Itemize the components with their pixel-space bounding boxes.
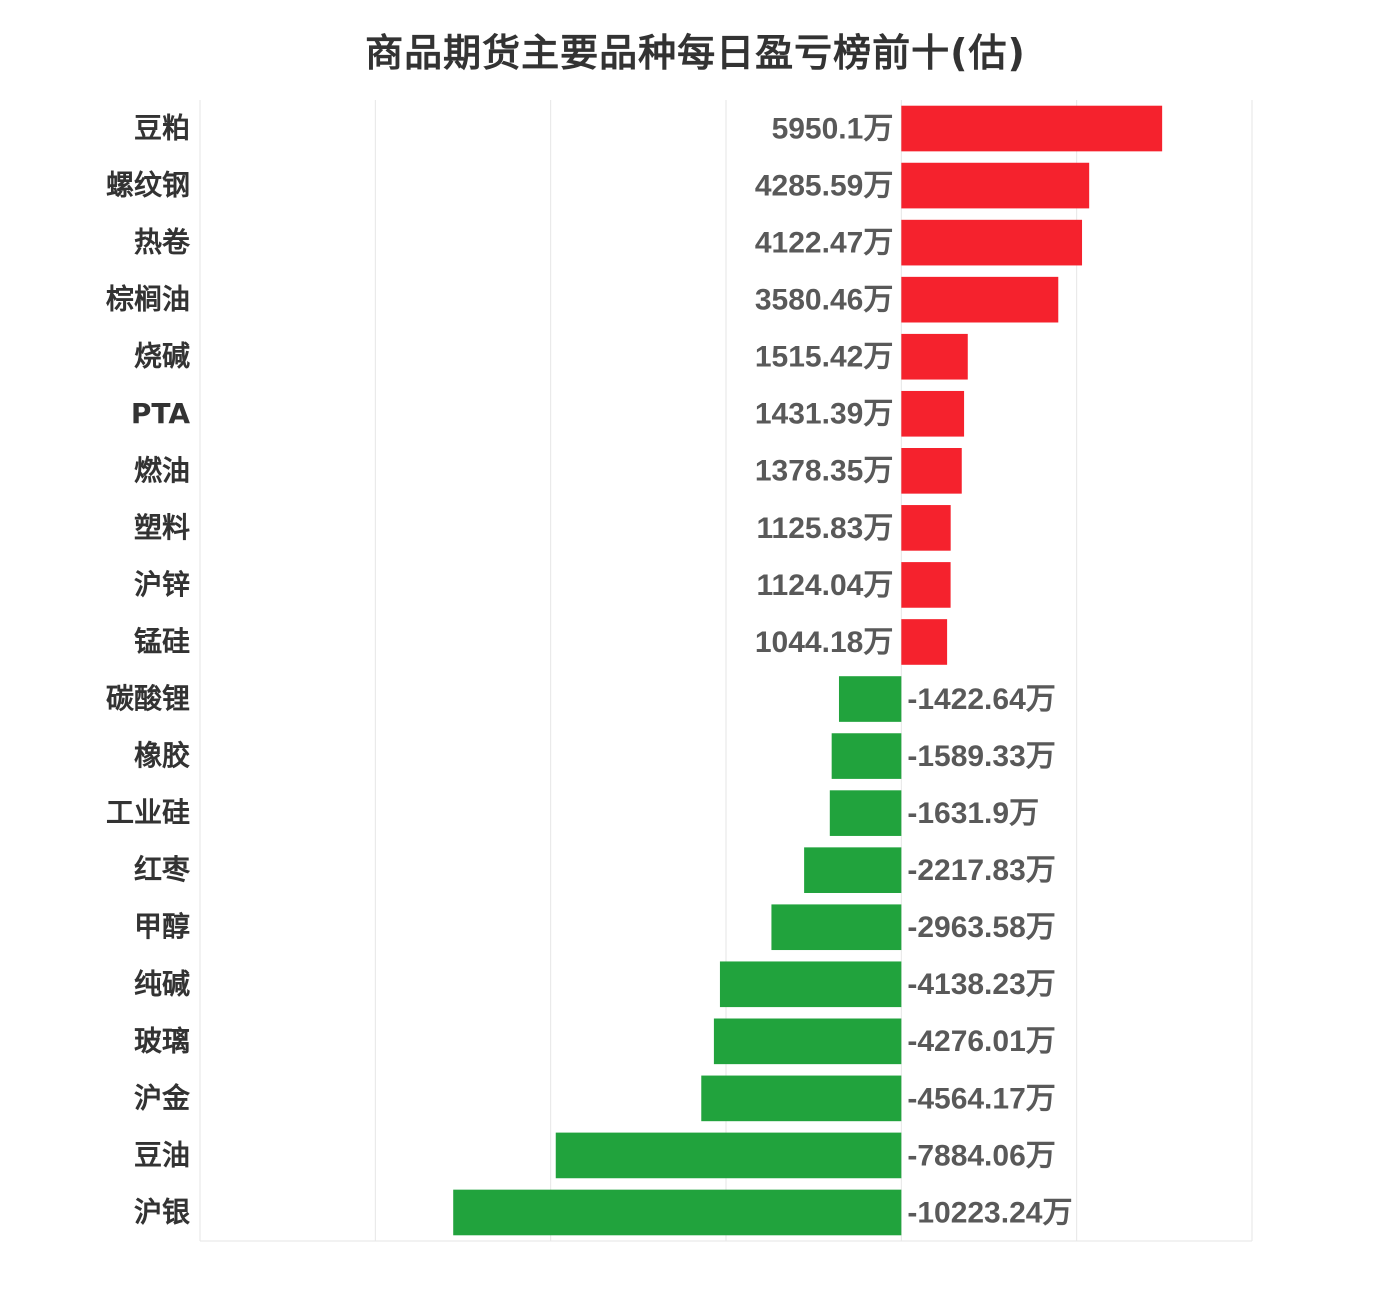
bar xyxy=(901,390,965,437)
bar xyxy=(901,333,968,380)
value-label: -2217.83万 xyxy=(907,854,1055,887)
value-label: -2963.58万 xyxy=(907,911,1055,944)
category-label: 碳酸锂 xyxy=(106,682,190,715)
bar xyxy=(901,448,962,494)
value-label: 4285.59万 xyxy=(755,169,893,202)
value-label: 1124.04万 xyxy=(757,569,894,602)
value-label: 1125.83万 xyxy=(757,512,894,545)
bar xyxy=(838,676,902,722)
category-label: 热卷 xyxy=(134,226,191,259)
bar xyxy=(804,847,902,893)
value-label: 1431.39万 xyxy=(755,398,893,431)
bar xyxy=(901,105,1163,152)
bar xyxy=(719,961,902,1008)
value-label: -4276.01万 xyxy=(907,1025,1055,1058)
bar xyxy=(901,562,951,608)
bar xyxy=(701,1075,902,1122)
value-label: 1378.35万 xyxy=(755,455,893,488)
value-label: -1631.9万 xyxy=(907,797,1039,830)
bar xyxy=(829,790,902,836)
category-label: 豆油 xyxy=(134,1138,190,1171)
category-label: 锰硅 xyxy=(134,625,190,658)
value-label: 3580.46万 xyxy=(755,284,893,317)
value-label: 1515.42万 xyxy=(755,341,893,374)
bar xyxy=(901,219,1083,266)
category-label: 燃油 xyxy=(134,454,190,487)
category-label: 工业硅 xyxy=(106,796,190,829)
value-label: 5950.1万 xyxy=(772,112,894,145)
bar xyxy=(901,505,951,551)
value-label: -7884.06万 xyxy=(907,1139,1055,1172)
category-label: 烧碱 xyxy=(134,340,190,373)
category-label: 玻璃 xyxy=(134,1024,190,1057)
category-label: 红枣 xyxy=(134,853,191,886)
category-label: 沪银 xyxy=(134,1195,191,1228)
category-label: 橡胶 xyxy=(134,739,190,772)
category-label: 棕榈油 xyxy=(106,283,190,316)
value-label: -4138.23万 xyxy=(907,968,1055,1001)
category-label: 纯碱 xyxy=(134,967,190,1000)
category-label: PTA xyxy=(131,397,190,430)
bar xyxy=(901,619,948,665)
category-label: 塑料 xyxy=(134,511,190,544)
chart-title: 商品期货主要品种每日盈亏榜前十(估) xyxy=(365,31,1026,75)
category-label: 螺纹钢 xyxy=(106,169,190,202)
bar xyxy=(555,1132,902,1179)
value-label: -1422.64万 xyxy=(907,683,1055,716)
bars xyxy=(453,105,1163,1236)
category-label: 沪锌 xyxy=(134,568,190,601)
value-label: -1589.33万 xyxy=(907,740,1055,773)
category-label: 豆粕 xyxy=(134,112,190,145)
bar xyxy=(831,733,902,779)
category-label: 沪金 xyxy=(134,1081,191,1114)
value-label: -4564.17万 xyxy=(907,1082,1055,1115)
bar xyxy=(453,1189,902,1236)
bar xyxy=(771,904,902,951)
bar xyxy=(713,1018,902,1065)
value-label: -10223.24万 xyxy=(907,1196,1072,1229)
bar xyxy=(901,276,1059,323)
value-label: 4122.47万 xyxy=(755,227,893,260)
category-label: 甲醇 xyxy=(134,910,190,943)
bar xyxy=(901,162,1090,209)
grid-lines xyxy=(199,100,1253,1242)
value-label: 1044.18万 xyxy=(755,626,893,659)
